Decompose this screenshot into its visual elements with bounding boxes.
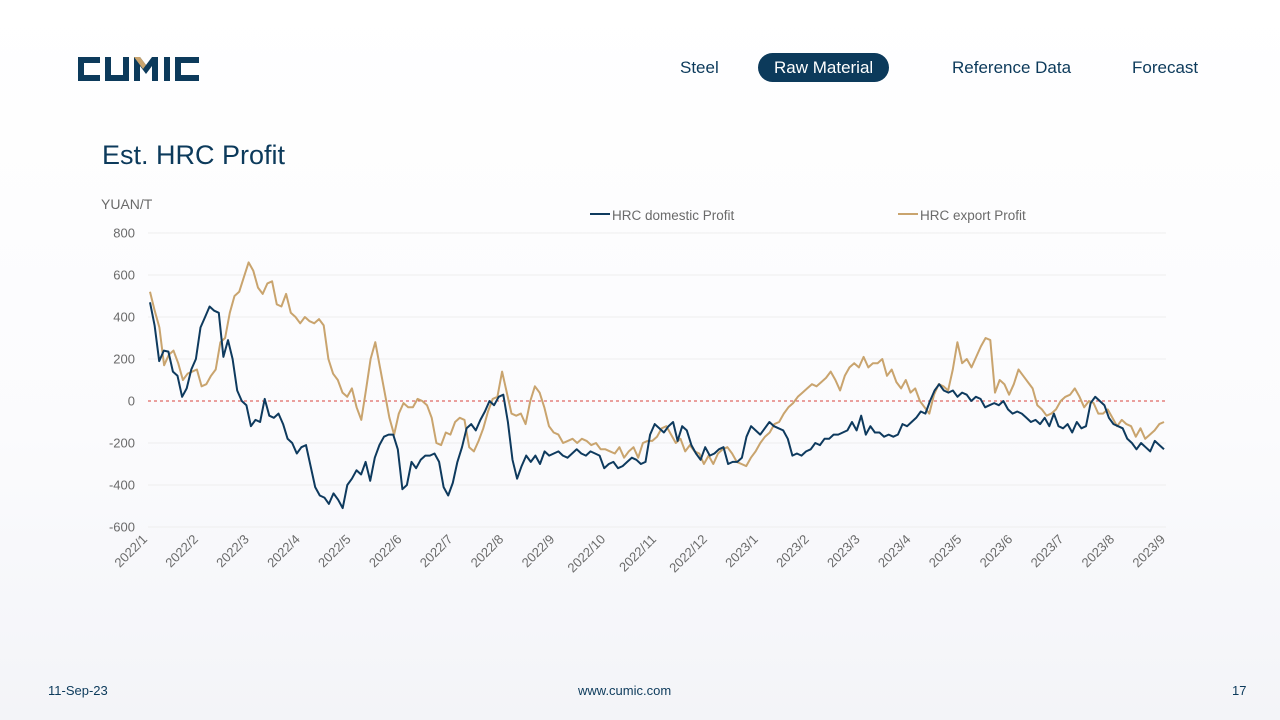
page-title: Est. HRC Profit bbox=[102, 140, 286, 170]
x-tick-label: 2023/6 bbox=[977, 532, 1016, 571]
x-tick-label: 2023/4 bbox=[875, 532, 914, 571]
nav-raw-material[interactable]: Raw Material bbox=[758, 53, 890, 82]
legend-swatch-domestic bbox=[590, 213, 610, 216]
y-tick-label: -200 bbox=[109, 436, 135, 451]
y-tick-label: -400 bbox=[109, 478, 135, 493]
x-tick-label: 2022/12 bbox=[666, 532, 710, 576]
legend-label-export: HRC export Profit bbox=[920, 208, 1026, 223]
x-tick-label: 2023/8 bbox=[1078, 532, 1117, 571]
x-tick-label: 2022/6 bbox=[366, 532, 405, 571]
y-tick-label: 600 bbox=[113, 268, 135, 283]
series-line-domestic-profit bbox=[149, 302, 1165, 510]
legend-label-domestic: HRC domestic Profit bbox=[612, 208, 735, 223]
x-tick-label: 2023/9 bbox=[1129, 532, 1168, 571]
x-tick-label: 2022/1 bbox=[111, 532, 150, 571]
nav-reference-data[interactable]: Reference Data bbox=[952, 58, 1072, 77]
x-tick-label: 2022/2 bbox=[162, 532, 201, 571]
x-tick-label: 2022/4 bbox=[264, 532, 303, 571]
x-tick-label: 2023/2 bbox=[773, 532, 812, 571]
footer-date: 11-Sep-23 bbox=[48, 683, 108, 698]
legend-swatch-export bbox=[898, 213, 918, 216]
x-tick-label: 2022/3 bbox=[213, 532, 252, 571]
footer-website: www.cumic.com bbox=[578, 683, 672, 698]
x-tick-label: 2023/3 bbox=[824, 532, 863, 571]
x-tick-label: 2023/5 bbox=[926, 532, 965, 571]
x-tick-label: 2023/1 bbox=[722, 532, 761, 571]
y-tick-label: 200 bbox=[113, 352, 135, 367]
x-tick-label: 2022/5 bbox=[315, 532, 354, 571]
x-tick-label: 2022/7 bbox=[417, 532, 456, 571]
series-line-export-profit bbox=[149, 261, 1165, 468]
x-tick-label: 2022/10 bbox=[564, 532, 608, 576]
footer-page-number: 17 bbox=[1232, 683, 1247, 698]
legend-item-export: HRC export Profit bbox=[898, 208, 1026, 223]
y-axis-unit-label: YUAN/T bbox=[101, 196, 153, 212]
cumic-logo bbox=[78, 57, 199, 81]
nav-forecast[interactable]: Forecast bbox=[1132, 58, 1199, 77]
y-tick-label: 800 bbox=[113, 226, 135, 241]
top-navigation: Steel Raw Material Reference Data Foreca… bbox=[0, 52, 1280, 84]
legend-item-domestic: HRC domestic Profit bbox=[590, 208, 734, 223]
x-tick-label: 2022/11 bbox=[616, 532, 659, 575]
x-tick-label: 2022/8 bbox=[468, 532, 507, 571]
x-tick-label: 2022/9 bbox=[519, 532, 558, 571]
y-tick-label: 0 bbox=[128, 394, 135, 409]
y-tick-label: 400 bbox=[113, 310, 135, 325]
y-tick-label: -600 bbox=[109, 520, 135, 535]
nav-steel[interactable]: Steel bbox=[680, 58, 719, 77]
x-tick-label: 2023/7 bbox=[1028, 532, 1067, 571]
